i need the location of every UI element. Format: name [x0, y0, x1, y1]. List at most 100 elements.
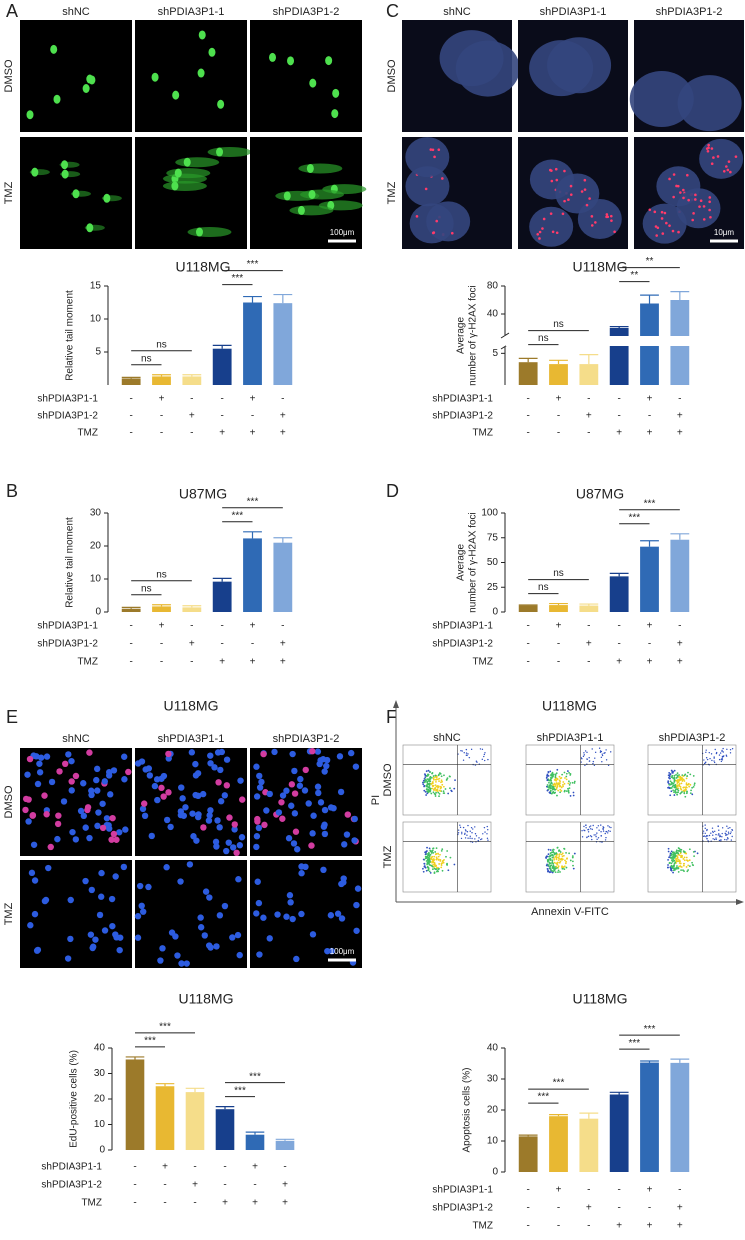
event-dot: [667, 847, 670, 850]
focus: [569, 184, 573, 188]
cell: [239, 796, 246, 803]
cell: [141, 812, 149, 820]
condition-sign: -: [526, 621, 529, 632]
event-dot: [434, 851, 437, 853]
bar: [640, 1062, 659, 1172]
focus: [555, 178, 559, 182]
event-dot: [434, 775, 437, 778]
event-dot: [692, 775, 695, 777]
event-dot: [438, 795, 440, 798]
cell: [154, 796, 161, 804]
event-dot: [677, 789, 680, 792]
comet-head: [309, 78, 317, 88]
cell: [223, 847, 230, 855]
event-dot: [554, 871, 557, 874]
event-dot: [547, 786, 550, 789]
event-dot: [680, 848, 683, 851]
event-dot: [439, 853, 441, 856]
event-dot: [549, 858, 552, 860]
focus: [672, 173, 676, 176]
event-dot: [673, 769, 676, 772]
event-dot: [556, 784, 559, 786]
event-dot: [550, 787, 553, 790]
image-bg: [20, 20, 132, 132]
condition-sign: +: [189, 639, 195, 650]
event-dot: [428, 782, 431, 785]
event-dot: [726, 825, 728, 827]
condition-sign: +: [586, 411, 592, 422]
event-dot: [583, 754, 585, 756]
event-dot: [478, 837, 480, 839]
event-dot: [438, 792, 441, 795]
cell: [34, 780, 42, 788]
event-dot: [717, 825, 719, 828]
event-dot: [669, 780, 672, 783]
cell: [67, 896, 74, 904]
focus: [671, 229, 675, 233]
condition-sign: -: [587, 621, 590, 632]
event-dot: [551, 859, 554, 862]
event-dot: [600, 756, 603, 759]
event-dot: [601, 760, 603, 763]
event-dot: [427, 786, 430, 789]
cell: [294, 846, 301, 853]
condition-sign: -: [129, 394, 132, 405]
focus: [580, 190, 584, 193]
event-dot: [674, 868, 676, 871]
event-dot: [607, 764, 610, 767]
event-dot: [683, 856, 686, 859]
cell: [231, 826, 238, 833]
cell: [297, 775, 304, 783]
y-axis-label: number of γ-H2AX foci: [468, 512, 479, 613]
event-dot: [550, 851, 553, 854]
event-dot: [674, 791, 677, 794]
event-dot: [437, 868, 440, 871]
condition-sign: +: [222, 1198, 228, 1209]
axis-label: PI: [370, 795, 382, 805]
event-dot: [729, 832, 732, 835]
cell: [120, 863, 128, 871]
event-dot: [551, 856, 554, 859]
condition-sign: +: [280, 411, 286, 422]
event-dot: [556, 768, 559, 771]
event-dot: [713, 761, 716, 764]
event-dot: [483, 755, 485, 758]
event-dot: [693, 855, 696, 858]
event-dot: [677, 850, 680, 852]
condition-sign: -: [220, 411, 223, 422]
condition-sign: +: [250, 428, 256, 439]
panel-title: U118MG: [164, 698, 219, 714]
y-axis-label: number of γ-H2AX foci: [468, 285, 479, 386]
chart-title: U87MG: [179, 486, 227, 502]
event-dot: [465, 830, 467, 832]
event-dot: [667, 850, 670, 853]
panel-letter: C: [386, 1, 399, 21]
cell: [305, 800, 312, 807]
cell: [341, 841, 348, 848]
cell: [134, 934, 142, 941]
event-dot: [567, 789, 570, 792]
significance-label: ***: [247, 259, 259, 270]
event-dot: [726, 748, 728, 751]
cell: [54, 820, 62, 828]
event-dot: [425, 794, 428, 796]
event-dot: [422, 783, 425, 786]
event-dot: [672, 871, 674, 874]
cell: [30, 841, 38, 848]
event-dot: [427, 769, 430, 772]
event-dot: [674, 867, 676, 870]
event-dot: [683, 792, 686, 795]
event-dot: [731, 828, 733, 831]
cell: [177, 878, 184, 885]
event-dot: [552, 865, 554, 868]
micrograph: [135, 137, 252, 249]
scale-label: 100μm: [330, 228, 355, 237]
condition-label: shPDIA3P1-2: [432, 1203, 493, 1214]
event-dot: [560, 790, 563, 792]
cell: [211, 764, 218, 771]
event-dot: [678, 865, 680, 868]
event-dot: [569, 859, 572, 862]
event-dot: [453, 787, 456, 790]
cell: [351, 815, 358, 823]
bar: [243, 302, 262, 385]
